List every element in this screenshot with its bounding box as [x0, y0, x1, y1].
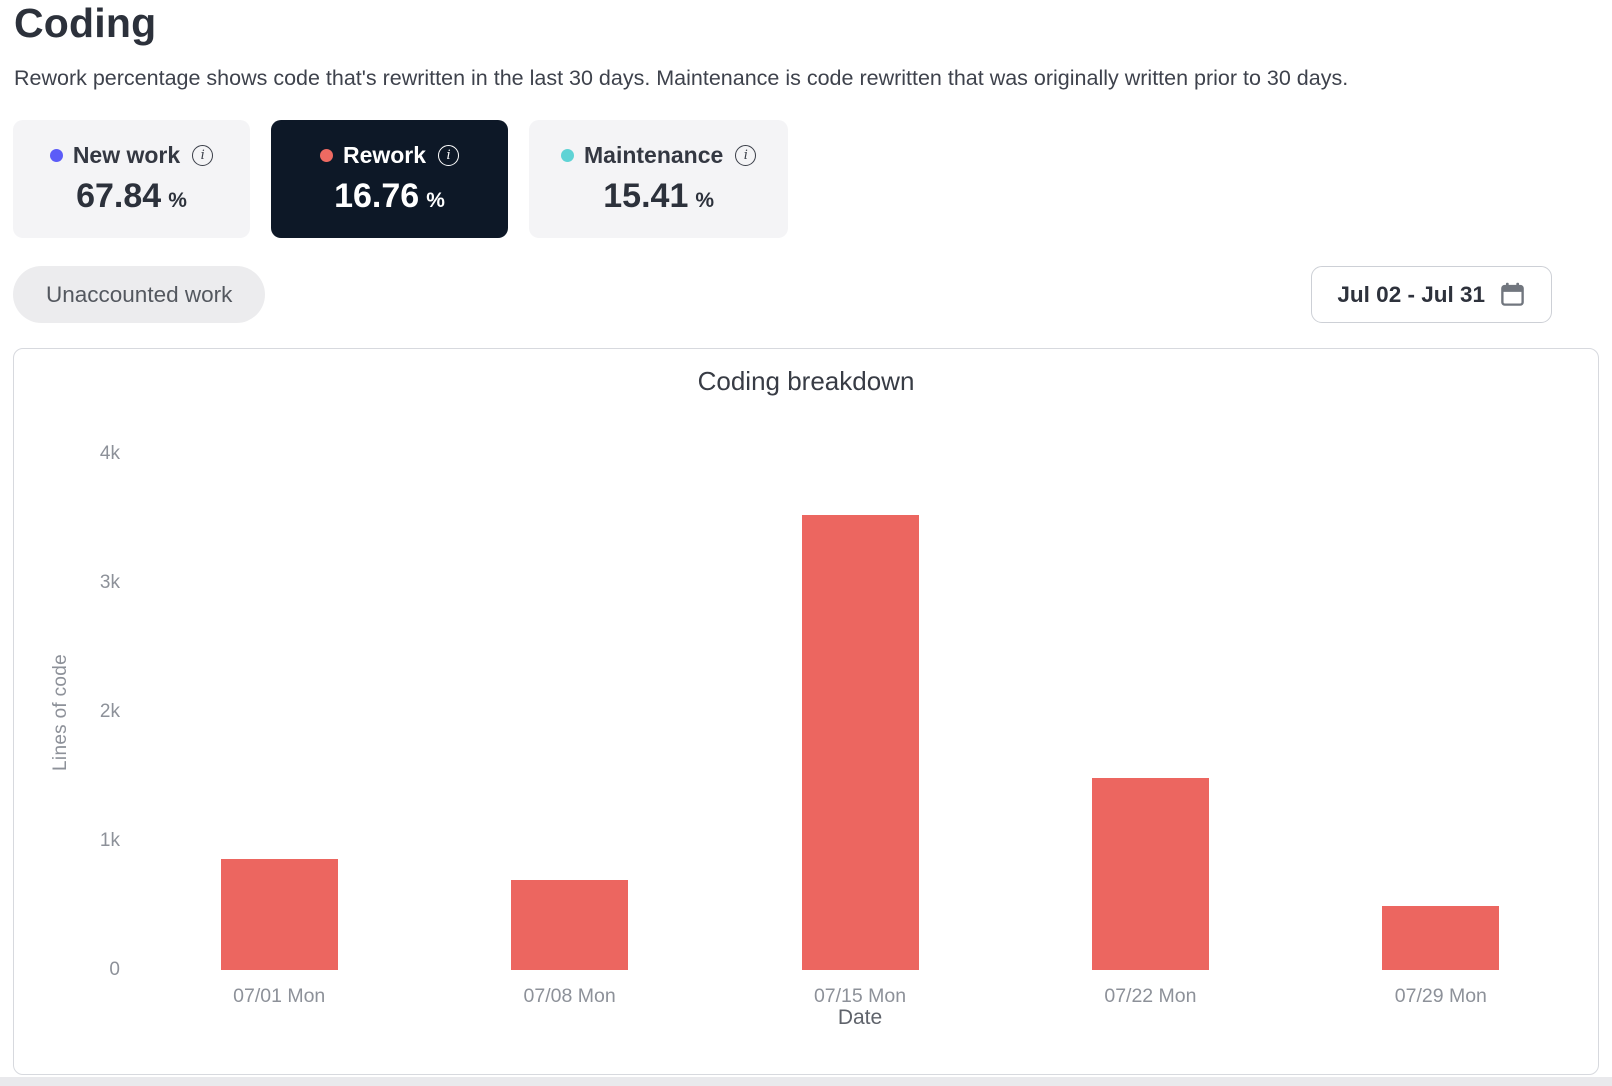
calendar-icon: [1501, 282, 1524, 306]
bar-07/29 Mon[interactable]: [1382, 905, 1500, 970]
metric-unit: %: [695, 189, 715, 212]
info-icon[interactable]: i: [438, 145, 460, 166]
y-axis-ticks: 0 1k 2k 3k 4k: [68, 443, 120, 980]
metric-value: 67.84: [76, 177, 162, 215]
y-tick-label: 4k: [99, 443, 120, 464]
info-icon[interactable]: i: [192, 145, 214, 166]
x-tick-label: 07/29 Mon: [1394, 985, 1487, 1007]
metric-card-maintenance[interactable]: Maintenance i 15.41 %: [529, 120, 789, 238]
metric-card-new-work[interactable]: New work i 67.84 %: [13, 120, 250, 238]
bar-column: [1296, 454, 1586, 970]
date-range-picker[interactable]: Jul 02 - Jul 31: [1311, 266, 1552, 323]
chart-title: Coding breakdown: [697, 366, 915, 396]
x-tick-label: 07/22 Mon: [1104, 985, 1197, 1007]
metric-label: New work: [72, 142, 181, 168]
x-axis-labels: 07/01 Mon 07/08 Mon 07/15 Mon 07/22 Mon 07/2…: [134, 985, 1586, 1008]
metric-label-row: Rework i: [319, 142, 460, 169]
metric-value: 16.76: [334, 177, 420, 215]
date-range-text: Jul 02 - Jul 31: [1337, 281, 1485, 307]
metric-value-row: 15.41 %: [603, 177, 714, 216]
chart-panel: Coding breakdown Lines of code 0 1k 2k 3k 4k…: [13, 348, 1599, 1075]
bar-columns: [134, 454, 1586, 970]
maintenance-dot: [561, 149, 574, 162]
next-section-edge: [0, 1077, 1612, 1086]
bar-07/08 Mon[interactable]: [511, 879, 629, 970]
info-icon[interactable]: i: [735, 145, 757, 166]
metric-unit: %: [426, 189, 445, 212]
metric-value: 15.41: [603, 177, 689, 215]
bar-column: [134, 454, 424, 970]
bar-column: [424, 454, 714, 970]
bar-07/22 Mon[interactable]: [1091, 777, 1209, 970]
metric-label: Rework: [342, 142, 427, 168]
y-tick-label: 3k: [99, 572, 120, 593]
metric-label-row: Maintenance i: [561, 142, 757, 169]
metric-unit: %: [168, 189, 187, 212]
page-title: Coding: [14, 0, 157, 46]
rework-dot: [319, 149, 333, 162]
new-work-dot: [49, 149, 63, 162]
x-tick-label: 07/01 Mon: [233, 985, 326, 1007]
y-tick-label: 1k: [99, 830, 120, 851]
x-axis-title: Date: [837, 1006, 883, 1029]
metric-label: Maintenance: [584, 142, 724, 168]
y-tick-label: 0: [109, 959, 120, 980]
metric-value-row: 16.76 %: [334, 177, 445, 216]
x-tick-label: 07/08 Mon: [523, 985, 616, 1007]
y-tick-label: 2k: [99, 701, 120, 722]
bar-column: [1005, 454, 1295, 970]
metric-label-row: New work i: [49, 142, 214, 169]
bar-column: [715, 454, 1005, 970]
metric-card-rework[interactable]: Rework i 16.76 %: [271, 120, 508, 238]
x-tick-label: 07/15 Mon: [813, 985, 907, 1007]
metric-cards: New work i 67.84 % Rework i 16.76 % Main…: [13, 120, 789, 238]
page-subtitle: Rework percentage shows code that's rewr…: [14, 66, 1349, 90]
bar-07/01 Mon[interactable]: [220, 859, 338, 970]
metric-value-row: 67.84 %: [76, 177, 187, 216]
bar-07/15 Mon[interactable]: [801, 514, 919, 970]
plot-area: Lines of code 0 1k 2k 3k 4k 07/01 Mon 07/08 M…: [50, 443, 1586, 1007]
unaccounted-work-chip[interactable]: Unaccounted work: [13, 266, 266, 323]
